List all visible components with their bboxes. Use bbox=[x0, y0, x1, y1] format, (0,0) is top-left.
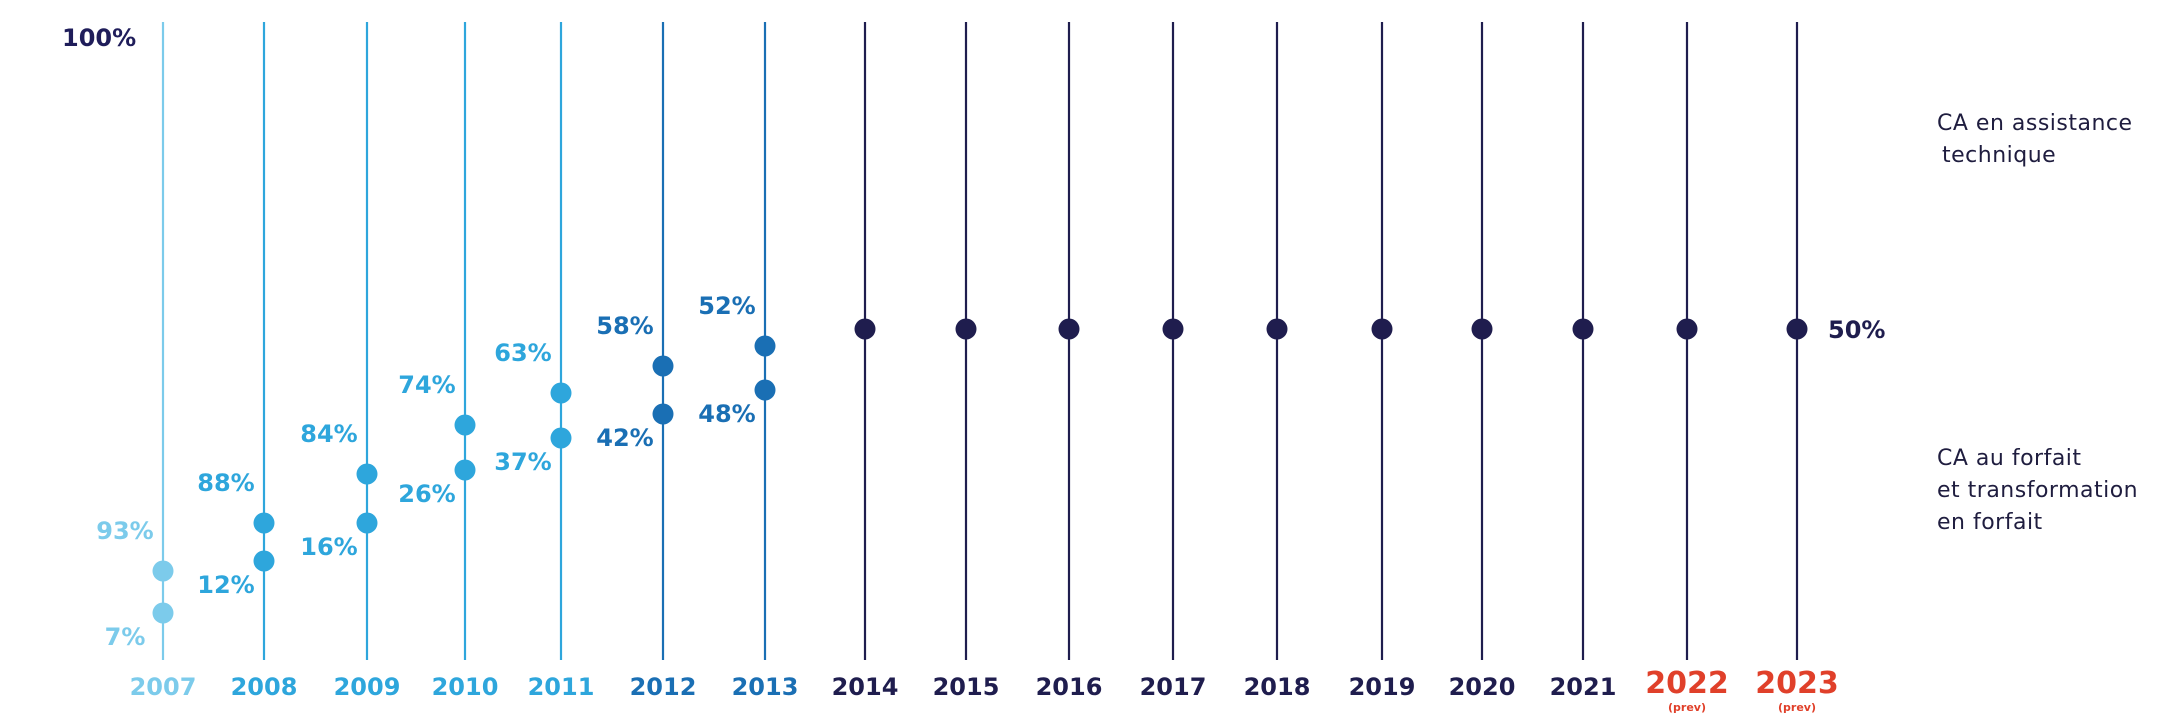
legend-top-line-2: technique bbox=[1942, 143, 2057, 168]
value-labels: 93% 7% 88% 12% 84% 16% 74% 26% 63% 37% 58% 42% 52% 48… bbox=[96, 292, 1885, 651]
year-label-2009: 2009 bbox=[334, 673, 401, 701]
upper-value-2013: 52% bbox=[698, 292, 755, 320]
lower-value-2007: 7% bbox=[105, 623, 146, 651]
lower-value-2012: 42% bbox=[596, 424, 653, 452]
point-2019 bbox=[1371, 318, 1393, 340]
lower-point-2008 bbox=[253, 550, 275, 572]
legend-bottom-line-3: en forfait bbox=[1937, 510, 2043, 535]
year-label-2008: 2008 bbox=[231, 673, 298, 701]
year-labels: 2007 2008 2009 2010 2011 2012 2013 2014 2015 2016… bbox=[130, 666, 1839, 714]
year-label-2019: 2019 bbox=[1349, 673, 1416, 701]
data-points bbox=[152, 318, 1808, 624]
year-label-2023: 2023 bbox=[1755, 666, 1839, 701]
lower-value-2013: 48% bbox=[698, 400, 755, 428]
lower-point-2013 bbox=[754, 379, 776, 401]
year-label-2014: 2014 bbox=[832, 673, 899, 701]
upper-value-2008: 88% bbox=[197, 469, 254, 497]
point-2015 bbox=[955, 318, 977, 340]
year-label-2010: 2010 bbox=[432, 673, 499, 701]
upper-point-2010 bbox=[454, 414, 476, 436]
point-2021 bbox=[1572, 318, 1594, 340]
upper-point-2008 bbox=[253, 512, 275, 534]
upper-point-2012 bbox=[652, 355, 674, 377]
legend-bottom-line-2: et transformation bbox=[1937, 478, 2139, 503]
upper-point-2009 bbox=[356, 463, 378, 485]
year-label-2018: 2018 bbox=[1244, 673, 1311, 701]
year-sublabel-2023: (prev) bbox=[1778, 701, 1816, 714]
year-label-2007: 2007 bbox=[130, 673, 197, 701]
year-label-2015: 2015 bbox=[933, 673, 1000, 701]
lower-point-2007 bbox=[152, 602, 174, 624]
year-label-2021: 2021 bbox=[1550, 673, 1617, 701]
point-2022 bbox=[1676, 318, 1698, 340]
year-label-2020: 2020 bbox=[1449, 673, 1516, 701]
lower-point-2011 bbox=[550, 427, 572, 449]
point-2018 bbox=[1266, 318, 1288, 340]
upper-value-2010: 74% bbox=[398, 371, 455, 399]
year-label-2013: 2013 bbox=[732, 673, 799, 701]
upper-value-2012: 58% bbox=[596, 312, 653, 340]
lower-point-2009 bbox=[356, 512, 378, 534]
legend-fixed-price: CA au forfait et transformation en forfa… bbox=[1937, 443, 2138, 539]
legend-top-line-1: CA en assistance bbox=[1937, 111, 2133, 136]
year-sublabel-2022: (prev) bbox=[1668, 701, 1706, 714]
upper-value-2007: 93% bbox=[96, 517, 153, 545]
lower-point-2010 bbox=[454, 459, 476, 481]
top-percent-label: 100% bbox=[62, 24, 136, 52]
lower-value-2010: 26% bbox=[398, 480, 455, 508]
lower-value-2008: 12% bbox=[197, 571, 254, 599]
year-label-2017: 2017 bbox=[1140, 673, 1207, 701]
point-2016 bbox=[1058, 318, 1080, 340]
year-label-2016: 2016 bbox=[1036, 673, 1103, 701]
lower-value-2009: 16% bbox=[300, 533, 357, 561]
legend-bottom-line-1: CA au forfait bbox=[1937, 446, 2082, 471]
point-2020 bbox=[1471, 318, 1493, 340]
upper-value-2009: 84% bbox=[300, 420, 357, 448]
lower-value-2011: 37% bbox=[494, 448, 551, 476]
point-value-label: 50% bbox=[1828, 316, 1885, 344]
lower-point-2012 bbox=[652, 403, 674, 425]
point-2023 bbox=[1786, 318, 1808, 340]
year-label-2012: 2012 bbox=[630, 673, 697, 701]
point-2017 bbox=[1162, 318, 1184, 340]
upper-value-2011: 63% bbox=[494, 339, 551, 367]
upper-point-2011 bbox=[550, 382, 572, 404]
year-lines bbox=[161, 22, 1799, 660]
year-label-2022: 2022 bbox=[1645, 666, 1729, 701]
year-label-2011: 2011 bbox=[528, 673, 595, 701]
legend-technical-assistance: CA en assistance technique bbox=[1937, 108, 2133, 172]
upper-point-2013 bbox=[754, 335, 776, 357]
point-2014 bbox=[854, 318, 876, 340]
upper-point-2007 bbox=[152, 560, 174, 582]
